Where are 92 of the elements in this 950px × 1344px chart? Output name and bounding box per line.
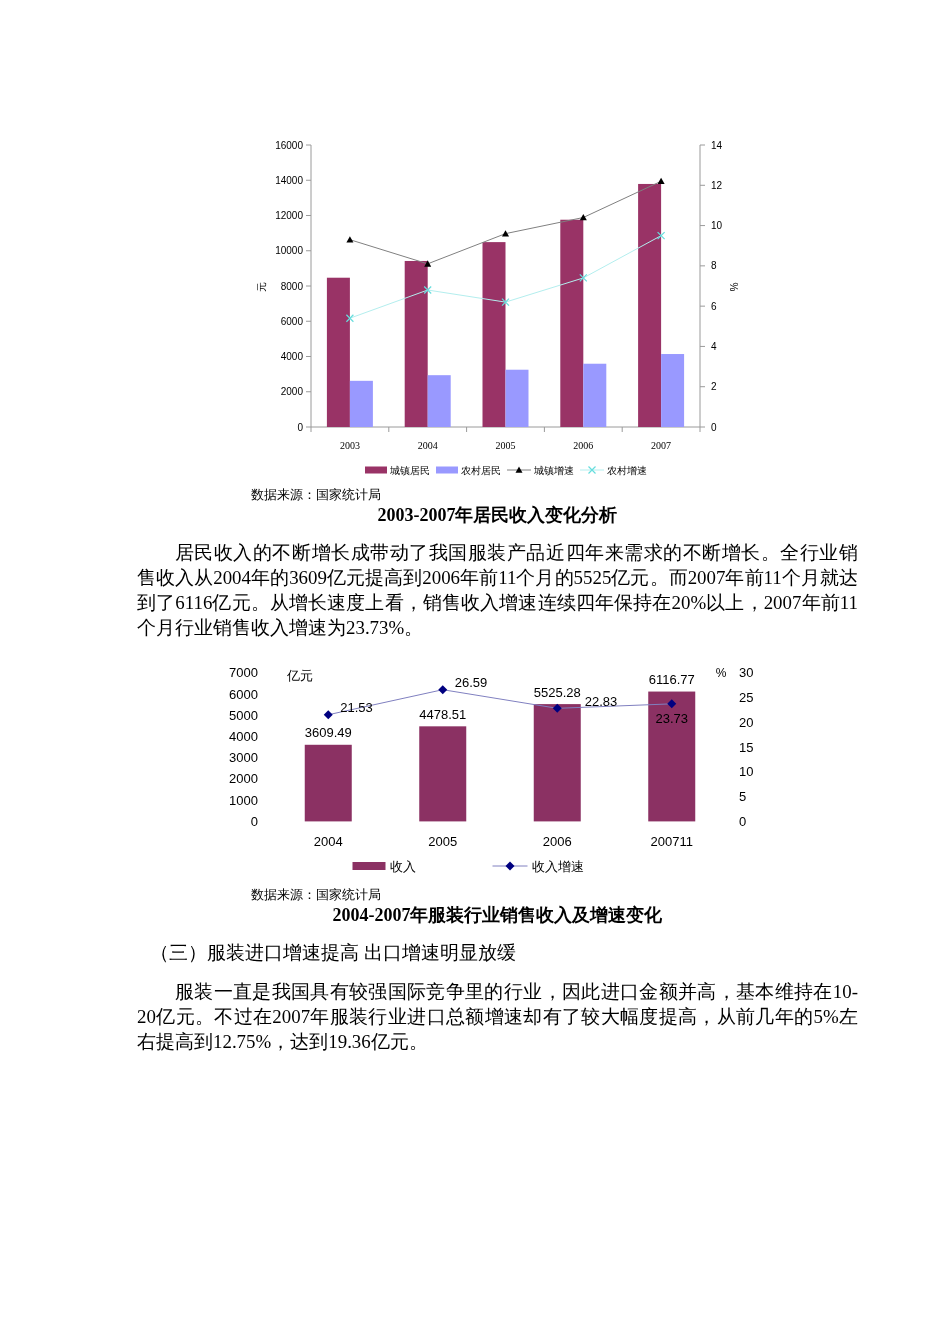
y2-tick-label: 4 — [711, 340, 717, 352]
y-axis-title: 亿元 — [286, 667, 313, 683]
y-tick-label: 2000 — [229, 771, 258, 787]
bar — [583, 363, 607, 427]
y2-tick-label: 20 — [739, 714, 754, 730]
data-label: 5525.28 — [533, 684, 581, 700]
bar — [533, 704, 581, 822]
x-tick-label: 2007 — [651, 439, 672, 451]
y-axis-title: 元 — [255, 282, 267, 292]
y-tick-label: 5000 — [229, 707, 258, 723]
y2-tick-label: 12 — [711, 179, 723, 191]
data-label: 23.73 — [655, 711, 689, 727]
text: 2003-2007年居民收入变化分析 — [376, 504, 619, 528]
data-label: 6116.77 — [648, 672, 695, 688]
y-tick-label: 14000 — [275, 174, 304, 186]
y-tick-label: 10000 — [275, 245, 304, 257]
x-tick-label: 2004 — [417, 439, 438, 451]
x-tick-label: 2006 — [542, 833, 572, 849]
bar — [661, 354, 685, 427]
bar — [648, 691, 696, 822]
y-tick-label: 0 — [297, 421, 304, 433]
source-note: 数据来源：国家统计局 — [251, 487, 381, 503]
x-tick-label: 200711 — [650, 833, 693, 849]
bar — [427, 375, 451, 427]
bar — [349, 380, 373, 427]
y2-tick-label: 5 — [739, 789, 747, 805]
y-tick-label: 4000 — [229, 728, 258, 744]
y2-tick-label: 6 — [711, 300, 717, 312]
y2-axis-title: % — [715, 666, 727, 680]
point — [345, 314, 354, 323]
y2-tick-label: 30 — [739, 665, 754, 681]
y-tick-label: 8000 — [280, 280, 304, 292]
y2-tick-label: 0 — [711, 421, 717, 433]
point — [667, 699, 677, 709]
x-tick-label: 2005 — [428, 833, 458, 849]
bar — [304, 744, 352, 822]
y2-axis-title: % — [727, 282, 739, 292]
bar — [560, 219, 584, 427]
y-tick-label: 0 — [250, 813, 258, 829]
data-label: 4478.51 — [419, 706, 467, 722]
text: （三）服装进口增速提高 出口增速明显放缓 — [150, 941, 518, 965]
bar — [482, 242, 506, 427]
legend-label: 收入 — [389, 858, 416, 874]
y-tick-label: 7000 — [229, 665, 258, 681]
y2-tick-label: 2 — [711, 381, 717, 393]
legend-label: 城镇增速 — [533, 464, 574, 476]
point — [438, 685, 448, 695]
legend-label: 农村增速 — [607, 464, 647, 476]
y-tick-label: 3000 — [229, 750, 258, 766]
y-tick-label: 6000 — [280, 315, 304, 327]
y2-tick-label: 0 — [739, 813, 747, 829]
bar — [326, 277, 350, 427]
data-label: 21.53 — [340, 700, 373, 716]
x-tick-label: 2006 — [573, 439, 594, 451]
y2-tick-label: 10 — [739, 764, 754, 780]
x-tick-label: 2004 — [313, 833, 343, 849]
y2-tick-label: 8 — [711, 260, 717, 272]
y-tick-label: 2000 — [280, 386, 304, 398]
x-tick-label: 2003 — [339, 439, 360, 451]
text: 2004-2007年服装行业销售收入及增速变化 — [331, 904, 664, 928]
point — [423, 285, 432, 295]
point — [424, 260, 432, 267]
point — [323, 710, 333, 720]
point — [501, 298, 510, 307]
data-label: 3609.49 — [304, 725, 352, 741]
bar — [505, 369, 529, 427]
point — [657, 231, 666, 240]
point — [579, 214, 587, 221]
data-label: 26.59 — [454, 675, 488, 691]
bar — [638, 183, 662, 427]
point — [657, 177, 665, 185]
y-tick-label: 12000 — [275, 210, 304, 221]
y-tick-label: 16000 — [275, 139, 304, 151]
x-tick-label: 2005 — [495, 439, 516, 451]
y2-tick-label: 10 — [711, 220, 723, 232]
bar — [419, 726, 467, 822]
point — [552, 703, 562, 713]
bar — [404, 260, 428, 427]
point — [579, 273, 588, 283]
data-label: 22.83 — [584, 693, 618, 709]
legend-label: 农村居民 — [461, 464, 501, 476]
text: 居民收入的不断增长成带动了我国服装产品近四年来需求的不断增长。全行业销售收入从2004年的3609亿元提高到2006年前11个月的5525亿元。而2007年前11个月就达到了6116亿元。从增长速度上看，销售收入增速连续四年保持在20%以上，2007年前11个月行业销售收入增速为23.73%。 — [137, 541, 858, 640]
y2-tick-label: 14 — [711, 139, 723, 151]
y-tick-label: 1000 — [229, 792, 258, 808]
source-note: 数据来源：国家统计局 — [251, 887, 381, 903]
y-tick-label: 4000 — [280, 351, 304, 362]
y2-tick-label: 15 — [739, 739, 754, 755]
legend-label: 城镇居民 — [389, 464, 430, 476]
legend-label: 收入增速 — [531, 858, 584, 874]
text: 服装一直是我国具有较强国际竞争里的行业，因此进口金额并高，基本维持在10-20亿元。不过在2007年服装行业进口总额增速却有了较大幅度提高，从前几年的5%左右提高到12.75%，达到19.36亿元。 — [137, 979, 858, 1054]
y-tick-label: 6000 — [229, 686, 258, 702]
y2-tick-label: 25 — [739, 690, 754, 706]
